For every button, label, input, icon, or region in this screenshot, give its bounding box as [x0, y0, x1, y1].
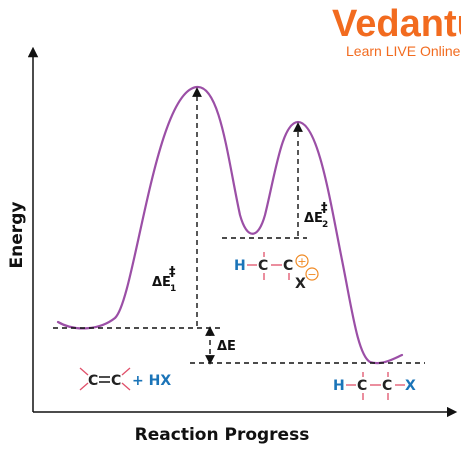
- delta-e1-subscript: 1: [170, 284, 176, 294]
- delta-e2-subscript: 2: [322, 220, 328, 230]
- product-c2: C: [382, 378, 392, 394]
- intermediate-h: H: [234, 258, 246, 274]
- product-h: H: [333, 378, 345, 394]
- product-structure: H C C X: [333, 372, 416, 400]
- negative-charge-sign: −: [307, 268, 316, 281]
- delta-e2-label: ΔE 2 ‡: [304, 201, 328, 230]
- vedantu-logo: Vedantu Learn LIVE Online: [332, 3, 461, 59]
- bond-line: [121, 382, 131, 391]
- logo-tagline: Learn LIVE Online: [346, 43, 461, 59]
- delta-e-label: ΔE: [217, 339, 236, 354]
- positive-charge-icon: [295, 254, 309, 268]
- reactant-c2: C: [111, 373, 121, 389]
- product-c1: C: [357, 378, 367, 394]
- reactant-reagent: + HX: [132, 373, 171, 389]
- bond-line: [79, 367, 89, 376]
- positive-charge-sign: +: [297, 255, 306, 268]
- delta-e1-dagger: ‡: [169, 265, 176, 280]
- logo-brand: Vedantu: [332, 3, 461, 45]
- delta-e2-text: ΔE: [304, 211, 323, 226]
- product-x: X: [405, 378, 416, 394]
- reactant-structure: C C + HX: [79, 367, 171, 391]
- delta-e1-label: ΔE 1 ‡: [152, 265, 176, 294]
- delta-e2-dagger: ‡: [321, 201, 328, 216]
- bond-line: [79, 382, 89, 391]
- intermediate-c1: C: [258, 258, 268, 274]
- axes: Energy Reaction Progress: [7, 46, 458, 445]
- intermediate-c2: C: [283, 258, 293, 274]
- negative-charge-icon: [305, 267, 319, 281]
- delta-e1-text: ΔE: [152, 275, 171, 290]
- intermediate-x: X: [295, 276, 306, 292]
- energy-levels: [53, 237, 425, 364]
- bond-line: [121, 367, 131, 376]
- y-axis-label: Energy: [7, 202, 27, 269]
- intermediate-structure: H C C + X −: [234, 252, 319, 292]
- energy-curve: [56, 85, 404, 365]
- reactant-c1: C: [88, 373, 98, 389]
- x-axis-label: Reaction Progress: [135, 425, 310, 445]
- energy-arrows: [192, 87, 303, 365]
